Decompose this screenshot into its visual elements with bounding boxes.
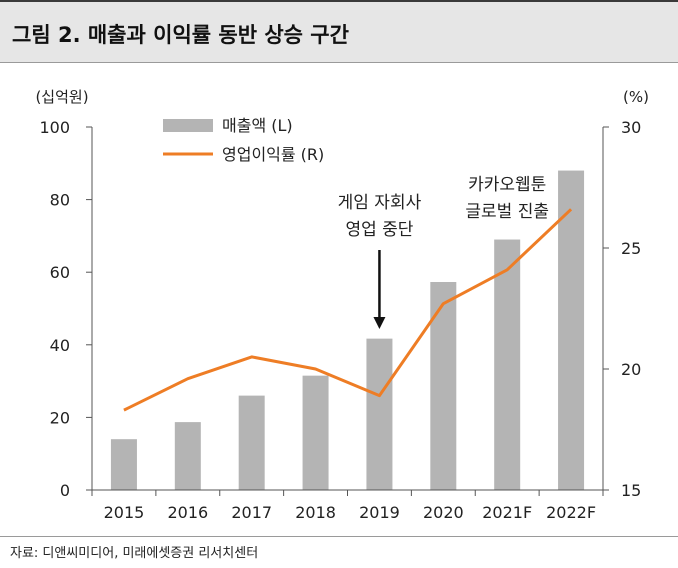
- left-tick-label: 20: [50, 408, 70, 427]
- right-tick-label: 30: [621, 118, 641, 137]
- bottom-rule: [0, 536, 678, 537]
- title-bar: 그림 2. 매출과 이익률 동반 상승 구간: [0, 0, 678, 63]
- bar-2020: [430, 282, 457, 490]
- left-axis-unit: (십억원): [35, 88, 88, 106]
- legend-line-label: 영업이익률 (R): [222, 145, 324, 164]
- margin-line: [123, 208, 573, 412]
- figure-title: 그림 2. 매출과 이익률 동반 상승 구간: [12, 23, 349, 47]
- left-tick-label: 0: [60, 481, 70, 500]
- bar-2019: [366, 338, 393, 490]
- bars-group: [110, 170, 585, 490]
- bar-2015: [110, 439, 137, 490]
- right-tick-label: 20: [621, 360, 641, 379]
- x-tick-label: 2020: [423, 503, 464, 522]
- legend-bar-swatch: [163, 119, 213, 132]
- bar-2022F: [558, 170, 585, 490]
- x-tick-label: 2016: [167, 503, 208, 522]
- x-tick-label: 2019: [359, 503, 400, 522]
- left-tick-label: 60: [50, 263, 70, 282]
- bar-2016: [174, 422, 201, 490]
- bar-2021F: [494, 239, 521, 490]
- left-tick-label: 100: [39, 118, 70, 137]
- annotation-text: 카카오웹툰: [468, 175, 546, 195]
- annotation-arrow-head: [373, 317, 386, 329]
- annotation-text: 영업 중단: [345, 220, 413, 240]
- right-axis-unit: (%): [623, 88, 649, 106]
- annotation-text: 글로벌 진출: [465, 202, 549, 222]
- source-note: 자료: 디앤씨미디어, 미래에셋증권 리서치센터: [10, 546, 259, 561]
- right-tick-label: 25: [621, 239, 641, 258]
- left-tick-label: 80: [50, 191, 70, 210]
- bar-2018: [302, 375, 329, 490]
- x-tick-label: 2015: [104, 503, 145, 522]
- legend: 매출액 (L) 영업이익률 (R): [163, 116, 324, 164]
- x-tick-label: 2018: [295, 503, 336, 522]
- line-group: [123, 208, 573, 412]
- x-tick-label: 2022F: [546, 503, 596, 522]
- bar-2017: [238, 395, 265, 490]
- x-tick-label: 2021F: [482, 503, 532, 522]
- left-tick-label: 40: [50, 336, 70, 355]
- x-tick-label: 2017: [231, 503, 272, 522]
- legend-bar-label: 매출액 (L): [222, 116, 293, 135]
- right-tick-label: 15: [621, 481, 641, 500]
- axes-group: 0 20 40 60 80 100 15 20 25 30 2015 2016 2017 2018 2019…: [35, 88, 649, 522]
- chart: 0 20 40 60 80 100 15 20 25 30 2015 2016 2017 2018 2019…: [35, 88, 649, 522]
- annotation-text: 게임 자회사: [338, 193, 422, 213]
